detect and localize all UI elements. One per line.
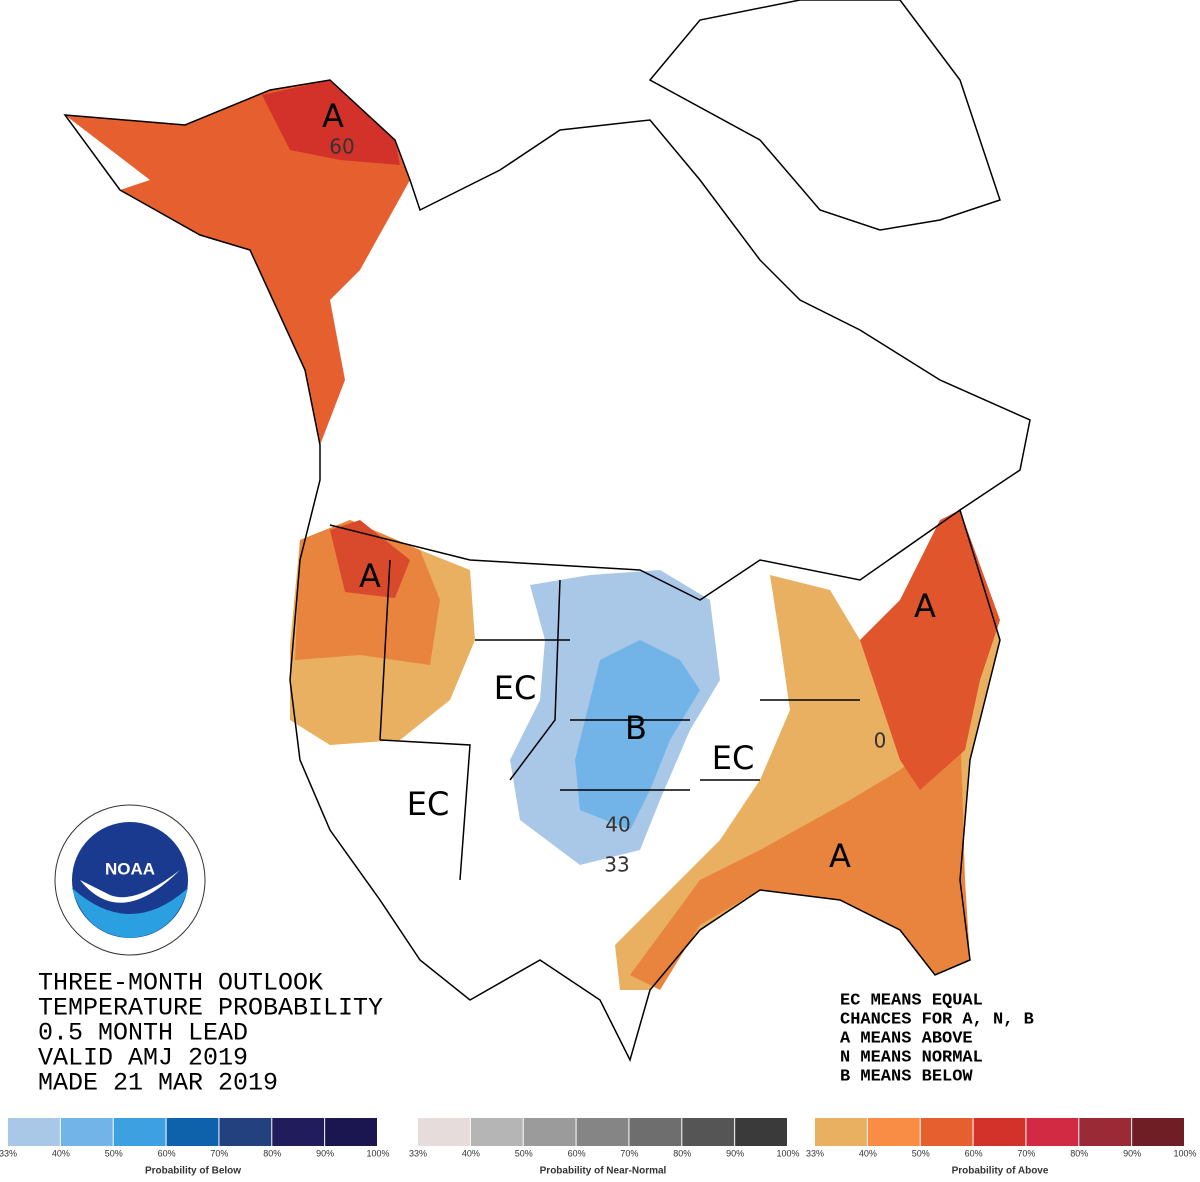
legend-note: N MEANS NORMAL (840, 1048, 983, 1067)
us-states (379, 559, 860, 881)
scale-tick: 80% (263, 1148, 281, 1158)
color-swatch (1132, 1118, 1184, 1146)
scale-tick: 50% (912, 1148, 930, 1158)
title-line: MADE 21 MAR 2019 (38, 1069, 278, 1098)
scale-tick: 90% (316, 1148, 334, 1158)
color-swatch (1079, 1118, 1132, 1146)
logo: NOAA (54, 804, 206, 956)
scale-tick: 70% (210, 1148, 228, 1158)
color-swatch (166, 1118, 219, 1146)
color-swatch (60, 1118, 113, 1146)
east-above-strong (860, 510, 1000, 790)
scale-caption: Probability of Near-Normal (540, 1166, 667, 1177)
map-label: B (625, 709, 647, 747)
scale-tick: 60% (965, 1148, 983, 1158)
scale-tick: 70% (1017, 1148, 1035, 1158)
map-label: EC (712, 739, 755, 777)
scale-tick: 40% (52, 1148, 70, 1158)
map-label: 60 (329, 135, 354, 159)
alaska-above (65, 80, 410, 445)
scale-caption: Probability of Below (145, 1166, 241, 1177)
boundaries (63, 0, 1031, 1063)
legend-note: B MEANS BELOW (840, 1067, 973, 1086)
color-swatch (8, 1118, 60, 1146)
color-swatch (973, 1118, 1026, 1146)
us-canada-border (329, 509, 961, 601)
map-label: A (914, 587, 936, 625)
logo-text: NOAA (105, 859, 155, 878)
legend-note: EC MEANS EQUAL (840, 991, 983, 1010)
scale-tick: 40% (859, 1148, 877, 1158)
coastline (63, 79, 1031, 1063)
scale-tick: 60% (568, 1148, 586, 1158)
legend-notes: EC MEANS EQUAL CHANCES FOR A, N, B A MEA… (840, 991, 1034, 1086)
greenland (648, 0, 1001, 231)
scale-tick: 80% (673, 1148, 691, 1158)
title-line: THREE-MONTH OUTLOOK (38, 969, 323, 998)
map-label: A (829, 837, 851, 875)
probability-regions (65, 80, 1000, 990)
scale-tick: 80% (1070, 1148, 1088, 1158)
color-swatch (470, 1118, 523, 1146)
map-label: A (359, 557, 381, 595)
map-label: EC (494, 669, 537, 707)
legend-note: A MEANS ABOVE (840, 1029, 973, 1048)
color-swatch (113, 1118, 166, 1146)
color-scales: 33% 40% 50% 60% 70% 80% 90% 100% Probability of … (0, 1118, 1197, 1177)
scale-tick: 40% (462, 1148, 480, 1158)
map-label: A (322, 97, 344, 135)
scale-tick: 100% (366, 1148, 389, 1158)
title-block: THREE-MONTH OUTLOOK TEMPERATURE PROBABIL… (38, 969, 383, 1098)
map-label: 33 (604, 853, 629, 877)
scale-tick: 33% (409, 1148, 427, 1158)
scale-tick: 90% (726, 1148, 744, 1158)
logo-gull (80, 870, 180, 903)
color-swatch (272, 1118, 325, 1146)
scale-tick: 33% (806, 1148, 824, 1158)
alaska-above-strong (262, 80, 400, 165)
color-swatch (920, 1118, 973, 1146)
color-swatch (629, 1118, 682, 1146)
color-swatch (682, 1118, 735, 1146)
color-swatch (735, 1118, 787, 1146)
title-line: VALID AMJ 2019 (38, 1044, 248, 1073)
color-swatch (219, 1118, 272, 1146)
color-swatch (576, 1118, 629, 1146)
scale-tick: 100% (776, 1148, 799, 1158)
scale-caption: Probability of Above (952, 1166, 1049, 1177)
title-line: TEMPERATURE PROBABILITY (38, 994, 383, 1023)
color-swatch (523, 1118, 576, 1146)
scale-tick: 100% (1173, 1148, 1196, 1158)
color-swatch (1026, 1118, 1079, 1146)
scale-tick: 50% (515, 1148, 533, 1158)
scale-tick: 90% (1123, 1148, 1141, 1158)
logo-wave (72, 888, 188, 938)
color-swatch (867, 1118, 920, 1146)
scale-tick: 60% (158, 1148, 176, 1158)
scale-tick: 50% (105, 1148, 123, 1158)
legend-note: CHANCES FOR A, N, B (840, 1010, 1034, 1029)
map-label: 40 (605, 813, 630, 837)
title-line: 0.5 MONTH LEAD (38, 1019, 248, 1048)
color-swatch (418, 1118, 470, 1146)
scale-tick: 70% (620, 1148, 638, 1158)
west-above-strong (330, 520, 410, 598)
color-swatch (325, 1118, 377, 1146)
map-label: EC (407, 785, 450, 823)
scale-tick: 33% (0, 1148, 17, 1158)
map-label: 0 (874, 729, 887, 753)
color-swatch (815, 1118, 867, 1146)
central-below-strong (575, 640, 700, 830)
